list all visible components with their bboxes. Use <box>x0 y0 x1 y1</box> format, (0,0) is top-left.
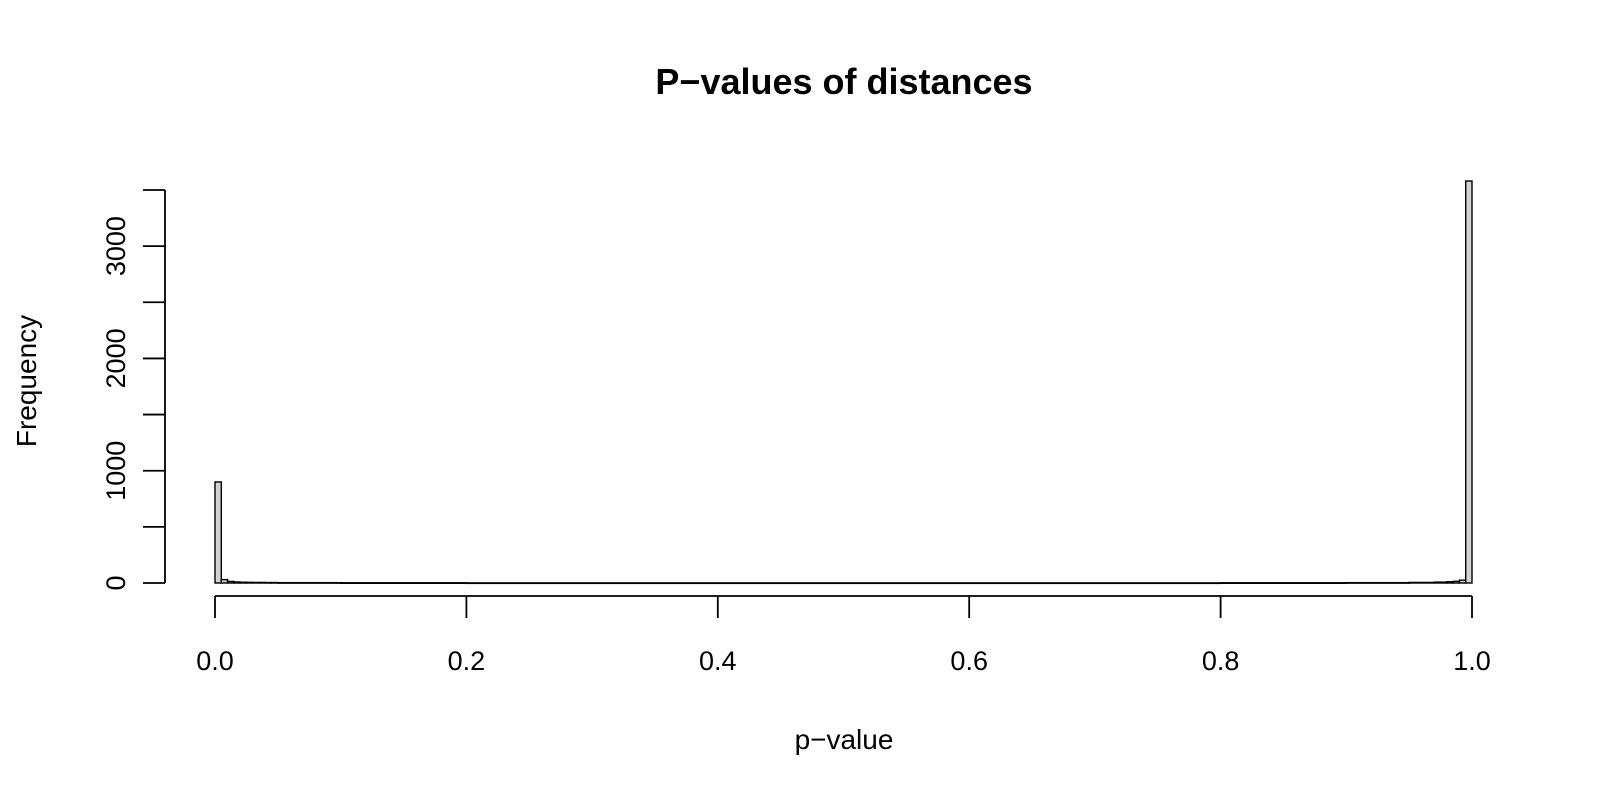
histogram-bar-14 <box>1345 581 1410 584</box>
x-tick-label-2: 0.4 <box>699 646 737 676</box>
histogram-bar-10 <box>277 581 342 584</box>
histogram-bar-0 <box>214 481 222 584</box>
histogram-bar-15 <box>1408 581 1435 584</box>
y-tick-label-2: 1000 <box>101 441 131 501</box>
y-axis: 0 1000 2000 3000 <box>101 189 166 591</box>
histogram-bar-16 <box>1433 581 1448 584</box>
histogram-bars <box>214 180 1473 585</box>
histogram-bar-4 <box>239 581 248 584</box>
histogram-bar-7 <box>258 581 266 584</box>
y-tick-label-0: 0 <box>101 575 131 590</box>
x-tick-label-3: 0.6 <box>950 646 988 676</box>
histogram-bar-2 <box>226 580 235 584</box>
x-tick-label-1: 0.2 <box>448 646 486 676</box>
histogram-bar-9 <box>270 581 279 584</box>
histogram-bar-19 <box>1458 579 1467 584</box>
histogram-bar-18 <box>1452 580 1461 584</box>
x-tick-label-5: 1.0 <box>1453 646 1491 676</box>
histogram-bar-11 <box>340 582 468 584</box>
histogram-bar-1 <box>220 578 229 584</box>
histogram-bar-17 <box>1446 581 1454 584</box>
histogram-bar-13 <box>1219 582 1347 584</box>
y-tick-label-6: 3000 <box>101 216 131 276</box>
histogram-bar-6 <box>252 581 260 584</box>
x-axis-label: p−value <box>795 724 894 755</box>
x-tick-label-4: 0.8 <box>1202 646 1240 676</box>
histogram-bar-3 <box>233 581 241 584</box>
y-axis-label: Frequency <box>11 315 42 447</box>
x-axis: 0.0 0.2 0.4 0.6 0.8 1.0 <box>196 595 1491 676</box>
histogram-bar-5 <box>245 581 254 584</box>
x-tick-label-0: 0.0 <box>196 646 234 676</box>
chart-title: P−values of distances <box>655 61 1032 102</box>
histogram-bar-8 <box>264 581 273 584</box>
histogram-bar-20 <box>1465 180 1473 584</box>
y-tick-label-4: 2000 <box>101 328 131 388</box>
histogram-bar-12 <box>465 582 1222 585</box>
